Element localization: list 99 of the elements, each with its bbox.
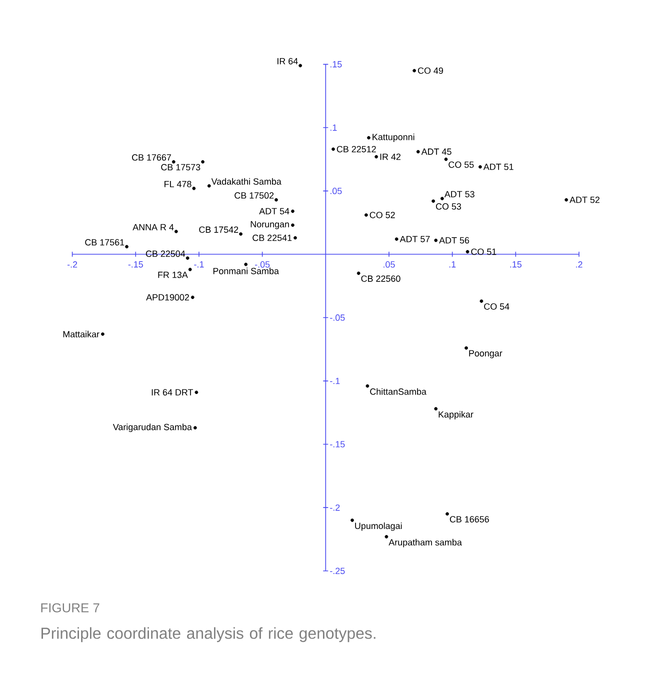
point bbox=[186, 256, 190, 260]
series-label: Poongar bbox=[469, 350, 502, 358]
series-label: Norungan bbox=[250, 221, 289, 230]
y-tick-label: -.15 bbox=[330, 441, 345, 448]
series-label: CO 54 bbox=[484, 303, 510, 310]
series-label: CB 22512 bbox=[336, 146, 376, 152]
point bbox=[194, 390, 198, 394]
point bbox=[239, 232, 242, 236]
point bbox=[201, 160, 204, 164]
x-tick-label: -.15 bbox=[128, 261, 143, 268]
point bbox=[444, 158, 448, 161]
point bbox=[434, 407, 438, 410]
x-tick-label: .1 bbox=[449, 261, 456, 268]
y-tick-label: .1 bbox=[330, 124, 337, 131]
series-label: FR 13A bbox=[158, 272, 188, 278]
series-label: Kappikar bbox=[438, 410, 474, 420]
y-tick-label: .15 bbox=[330, 61, 342, 68]
point bbox=[367, 136, 370, 140]
series-label: Upumolagai bbox=[355, 522, 402, 531]
y-tick-label: -.25 bbox=[330, 568, 345, 574]
series-label: CO 55 bbox=[448, 161, 474, 168]
series-label: IR 64 DRT bbox=[152, 389, 194, 396]
series-label: Ponmani Samba bbox=[213, 268, 279, 274]
series-label: CB 17667 bbox=[132, 154, 171, 161]
series-label: CO 51 bbox=[471, 248, 496, 255]
point bbox=[172, 160, 176, 164]
point bbox=[432, 199, 436, 203]
series-label: CO 53 bbox=[436, 203, 462, 210]
series-label: CO 52 bbox=[370, 212, 395, 218]
point bbox=[366, 384, 370, 388]
series-label: CB 16656 bbox=[450, 516, 489, 522]
series-label: CB 22541 bbox=[252, 234, 292, 241]
series-label: ANNA R 4 bbox=[132, 224, 174, 230]
point bbox=[193, 426, 197, 430]
text: Principle coordinate analysis of rice genotypes. bbox=[42, 627, 376, 642]
x-tick-label: .05 bbox=[384, 261, 395, 268]
y-tick-label: -.2 bbox=[330, 504, 340, 511]
caption: FIGURE 7 bbox=[41, 603, 100, 612]
point bbox=[478, 165, 482, 169]
series-label: ADT 52 bbox=[570, 196, 600, 204]
point bbox=[394, 237, 398, 241]
series-label: Varigarudan Samba bbox=[112, 424, 192, 432]
point bbox=[188, 268, 192, 272]
point bbox=[440, 196, 444, 200]
point bbox=[332, 147, 335, 151]
point bbox=[374, 155, 378, 158]
series-label: ADT 57 bbox=[400, 236, 430, 242]
x-tick-label: -.1 bbox=[194, 261, 204, 268]
series-label: CO 49 bbox=[418, 67, 444, 74]
y-tick-label: -.05 bbox=[330, 314, 345, 321]
point bbox=[298, 64, 302, 68]
point bbox=[174, 230, 178, 234]
series-label: Vadakathi Samba bbox=[211, 178, 282, 185]
series-label: CB 17542 bbox=[199, 226, 238, 233]
point bbox=[190, 296, 194, 300]
x-tick-label: .2 bbox=[576, 261, 582, 268]
series-label: ChittanSamba bbox=[370, 388, 426, 395]
series-label: IR 42 bbox=[380, 154, 400, 160]
series-label: ADT 51 bbox=[483, 164, 514, 170]
series-label: Arupatham samba bbox=[388, 538, 462, 548]
y-tick-label: -.1 bbox=[330, 378, 340, 384]
point bbox=[480, 299, 484, 303]
y-tick-label: .05 bbox=[330, 188, 342, 194]
point bbox=[364, 213, 368, 217]
point bbox=[412, 68, 416, 72]
x-tick-label: -.05 bbox=[254, 261, 270, 268]
point bbox=[192, 186, 196, 190]
point bbox=[416, 150, 420, 154]
series-label: CB 17561 bbox=[85, 239, 124, 246]
series-label: APD19002 bbox=[146, 294, 189, 301]
point bbox=[244, 262, 248, 266]
point bbox=[464, 346, 468, 350]
point bbox=[466, 250, 470, 254]
series-label: CB 22560 bbox=[361, 275, 400, 282]
series-label: ADT 54 bbox=[259, 208, 290, 214]
point bbox=[356, 272, 360, 275]
point bbox=[350, 518, 354, 522]
x-tick-label: -.2 bbox=[67, 261, 78, 268]
point bbox=[101, 332, 104, 336]
x-tick-label: .15 bbox=[510, 261, 522, 268]
series-label: FL 478 bbox=[164, 180, 192, 188]
series-label: Mattaikar bbox=[63, 330, 100, 338]
point bbox=[274, 198, 278, 202]
point bbox=[434, 238, 438, 242]
point bbox=[384, 535, 388, 538]
point bbox=[446, 512, 449, 516]
point bbox=[291, 223, 294, 227]
series-label: CB 17573 bbox=[161, 164, 200, 170]
series-label: IR 64 bbox=[278, 58, 298, 64]
point bbox=[207, 184, 211, 188]
series-label: ADT 56 bbox=[439, 237, 470, 244]
point bbox=[294, 236, 297, 240]
point bbox=[125, 244, 128, 248]
series-label: ADT 45 bbox=[421, 148, 452, 155]
series-label: Kattuponni bbox=[372, 134, 414, 142]
series-label: ADT 53 bbox=[444, 191, 474, 198]
point bbox=[291, 210, 294, 213]
point bbox=[564, 198, 568, 202]
series-label: CB 17502 bbox=[234, 192, 274, 199]
